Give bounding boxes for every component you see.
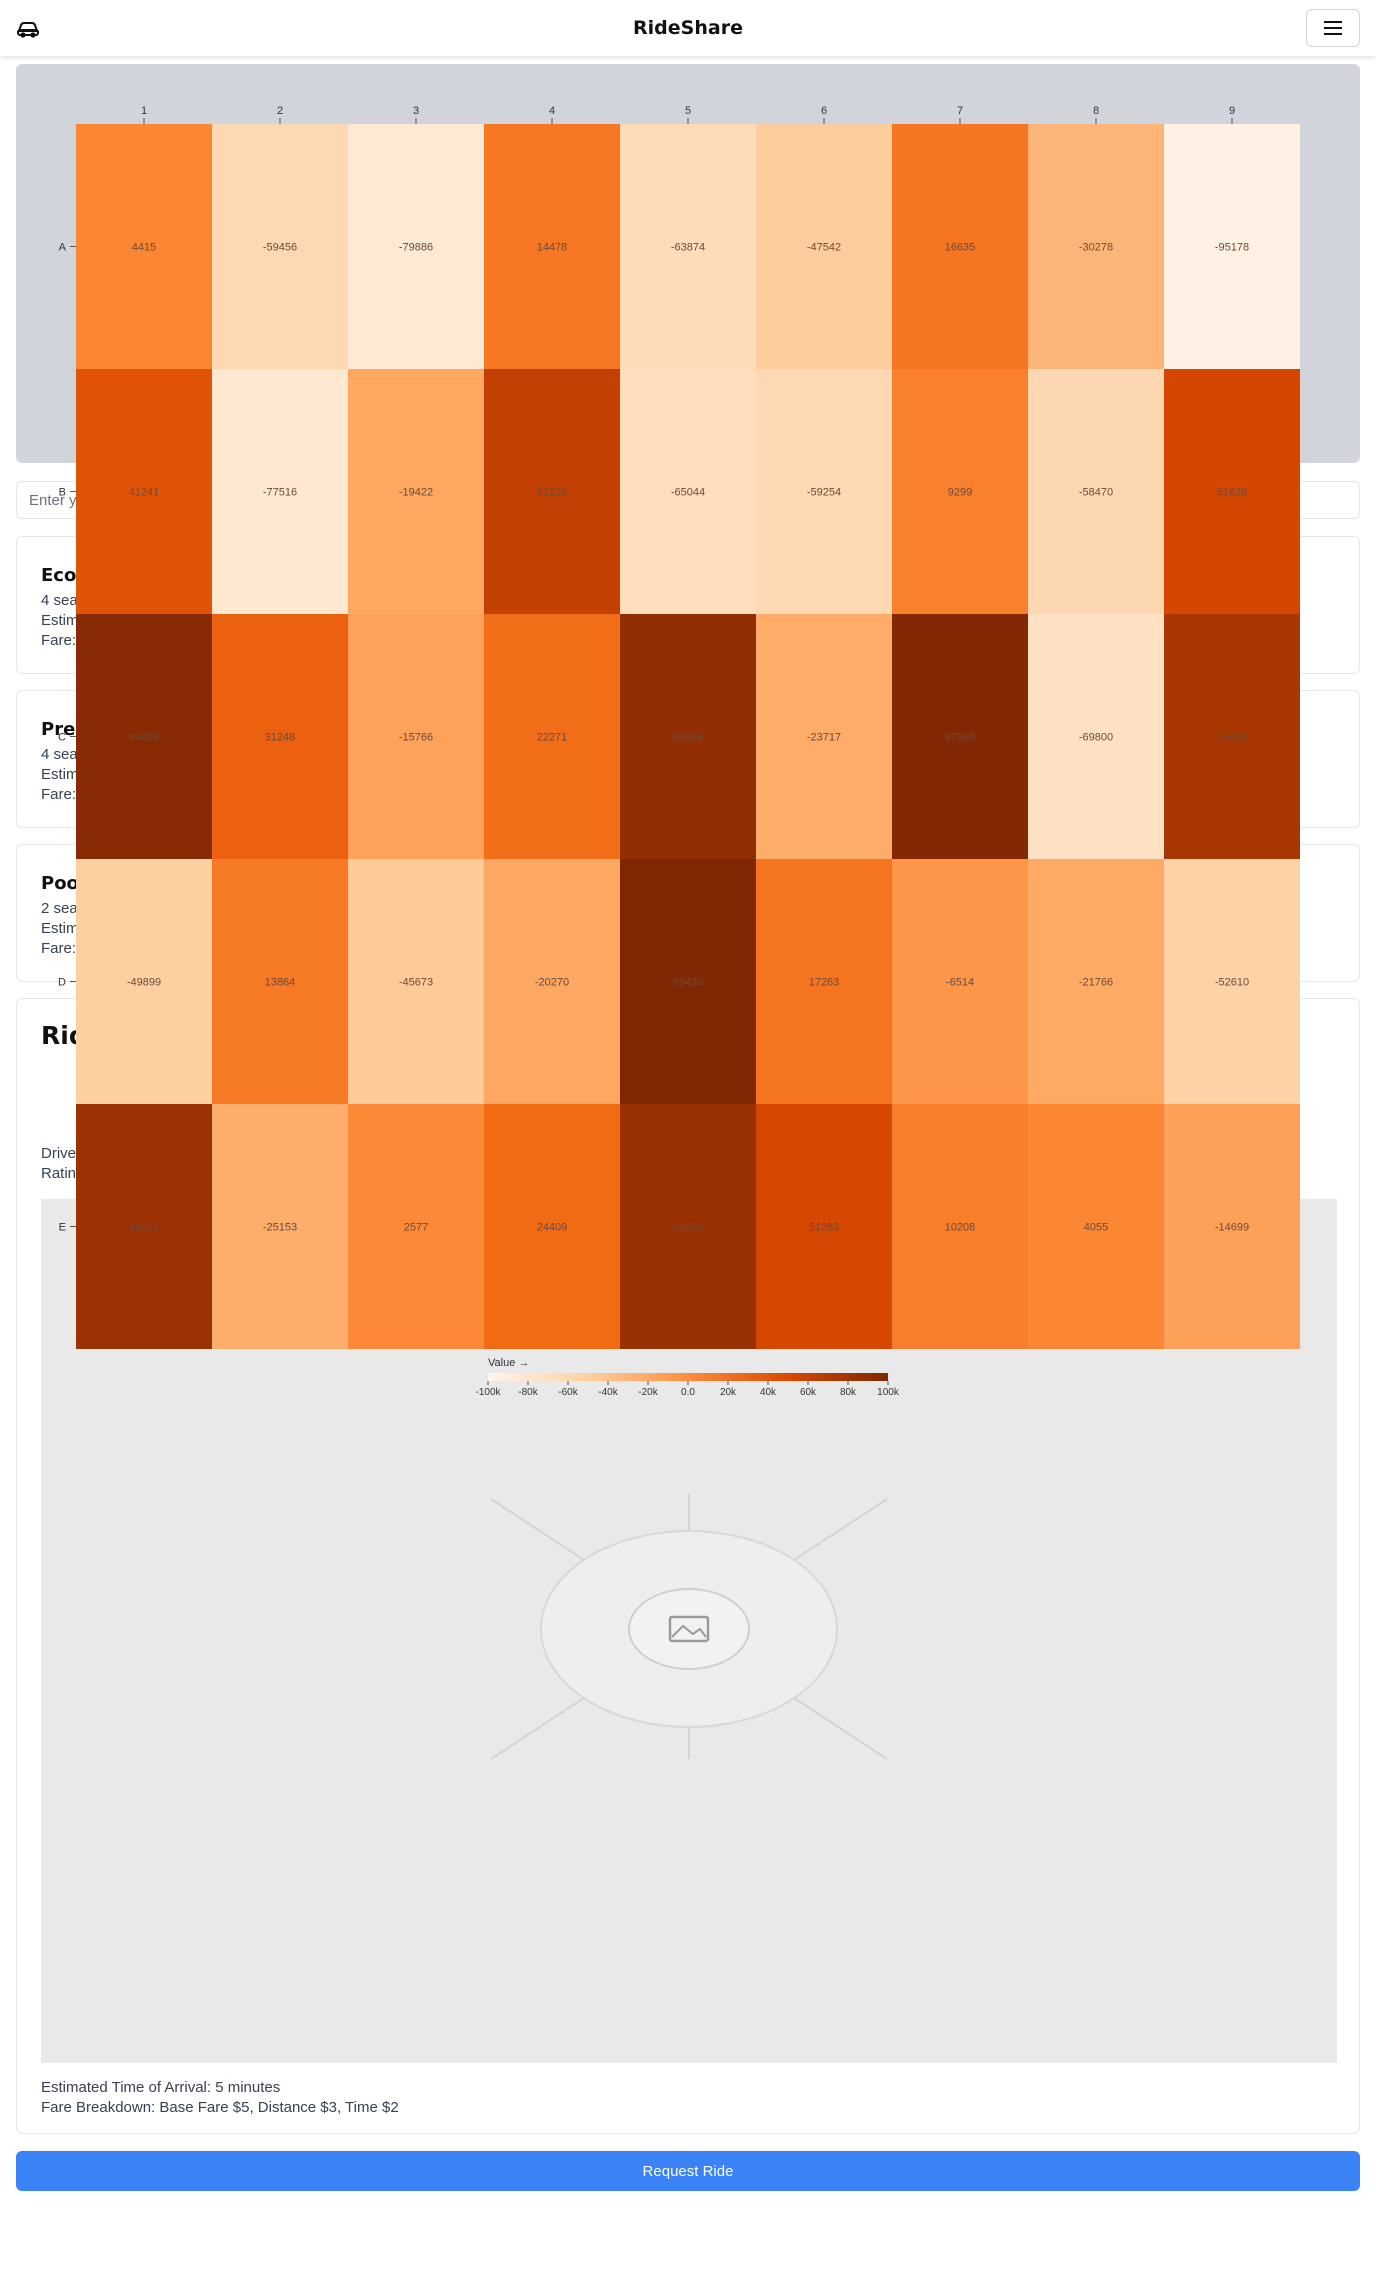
option-name: Economy <box>41 565 133 586</box>
driver-name: Driver: John Doe <box>41 1145 154 1162</box>
menu-icon <box>1324 21 1342 35</box>
ride-details-title: Ride Details <box>41 1021 211 1050</box>
request-ride-button[interactable]: Request Ride <box>16 2151 1360 2191</box>
ride-image-placeholder <box>41 1199 1337 2063</box>
option-name: Pool <box>41 873 86 894</box>
option-estimate: Estimated Arrival: 5 min <box>41 612 199 629</box>
option-fare: Fare: $25 <box>41 786 106 803</box>
car-icon[interactable] <box>16 18 40 38</box>
ride-details-card: Ride Details Driver: John Doe Rating: 4.… <box>16 998 1360 2134</box>
option-estimate: Estimated Arrival: 8 min <box>41 766 199 783</box>
top-bar: RideShare <box>0 0 1376 56</box>
fare-breakdown-text: Fare Breakdown: Base Fare $5, Distance $… <box>41 2099 399 2116</box>
ride-option-premium[interactable]: Premium 4 seats Estimated Arrival: 8 min… <box>16 690 1360 828</box>
option-seats: 2 seats <box>41 900 90 917</box>
option-seats: 4 seats <box>41 746 90 763</box>
option-seats: 4 seats <box>41 592 90 609</box>
option-estimate: Estimated Arrival: 10 min <box>41 920 207 937</box>
ride-option-economy[interactable]: Economy 4 seats Estimated Arrival: 5 min… <box>16 536 1360 674</box>
driver-rating: Rating: 4.8 <box>41 1165 114 1182</box>
image-icon <box>490 1494 888 1760</box>
app-title: RideShare <box>633 17 743 39</box>
option-name: Premium <box>41 719 132 740</box>
destination-input[interactable] <box>16 481 1360 519</box>
ride-option-pool[interactable]: Pool 2 seats Estimated Arrival: 10 min F… <box>16 844 1360 982</box>
option-fare: Fare: $8 <box>41 940 97 957</box>
eta-text: Estimated Time of Arrival: 5 minutes <box>41 2079 281 2096</box>
option-fare: Fare: $12 <box>41 632 106 649</box>
map-area[interactable] <box>16 64 1360 463</box>
menu-button[interactable] <box>1306 9 1360 47</box>
